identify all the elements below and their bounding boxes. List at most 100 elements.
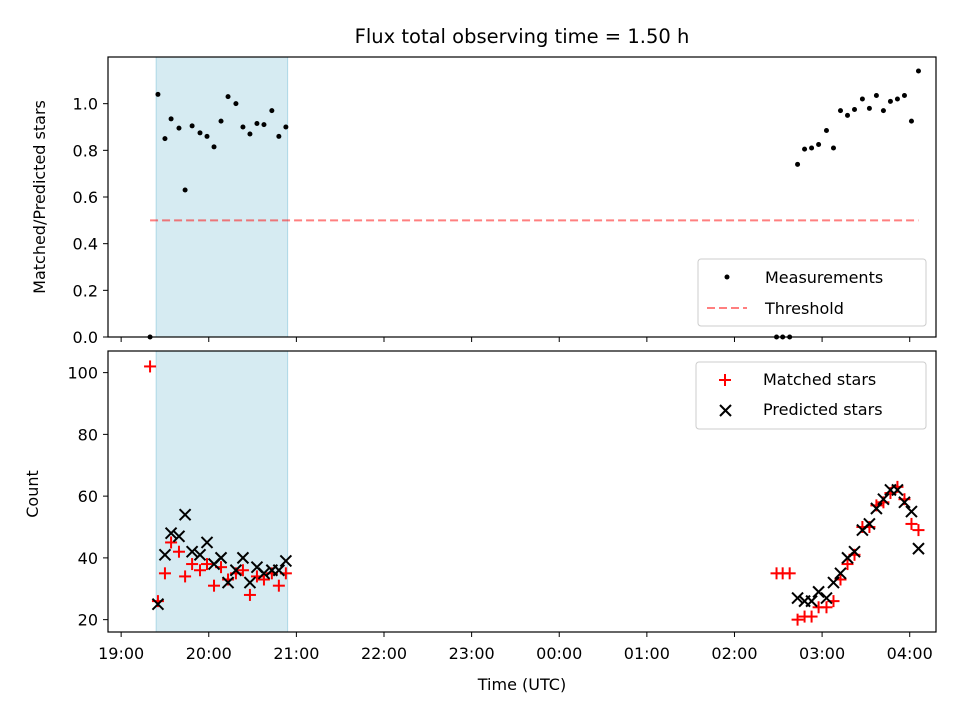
predicted-star-point — [834, 567, 847, 580]
predicted-star-point — [827, 576, 840, 589]
predicted-star-point — [912, 542, 925, 555]
x-tick-label: 23:00 — [449, 644, 495, 663]
legend-threshold-label: Threshold — [764, 299, 844, 318]
observing-window-shade — [155, 350, 289, 633]
y-tick-label: 0.8 — [73, 141, 98, 160]
measurement-point — [283, 124, 289, 130]
predicted-star-point — [257, 567, 271, 580]
measurement-point — [816, 142, 822, 147]
measurement-point — [866, 105, 872, 111]
matched-star-point — [791, 613, 804, 626]
measurement-point — [176, 125, 182, 131]
measurement-point — [204, 133, 210, 139]
measurement-point — [240, 124, 246, 130]
y-tick-label: 40 — [78, 549, 98, 568]
top-legend-frame — [697, 258, 927, 327]
matched-star-point — [186, 558, 199, 571]
measurement-point — [908, 118, 914, 124]
top-panel-y-label: Matched/Predicted stars — [30, 100, 49, 294]
predicted-star-point — [791, 591, 804, 605]
measurement-point — [197, 130, 203, 136]
predicted-star-point — [898, 496, 911, 509]
matched-star-point — [208, 579, 221, 592]
predicted-star-point — [905, 505, 918, 518]
x-axis-label: Time (UTC) — [477, 675, 566, 694]
predicted-star-point — [877, 493, 890, 506]
x-tick-label: 19:00 — [98, 644, 144, 663]
measurement-point — [859, 96, 865, 102]
y-tick-label: 0.0 — [73, 328, 98, 347]
measurement-point — [852, 107, 858, 112]
legend-measurements-marker — [724, 274, 730, 280]
matched-star-point — [841, 558, 854, 571]
matched-star-point — [179, 570, 192, 583]
measurement-point — [168, 116, 174, 122]
predicted-star-point — [243, 576, 257, 589]
measurement-point — [254, 121, 260, 126]
measurement-point — [837, 108, 843, 114]
measurement-point — [269, 108, 275, 114]
predicted-star-point — [158, 548, 172, 562]
predicted-star-point — [870, 502, 883, 515]
measurement-point — [887, 98, 893, 104]
matched-star-point — [236, 564, 249, 577]
measurement-point — [182, 187, 188, 193]
y-tick-label: 1.0 — [73, 95, 98, 114]
y-tick-label: 0.6 — [73, 188, 98, 207]
predicted-star-point — [863, 517, 876, 531]
measurement-point — [233, 101, 239, 107]
matched-star-point — [257, 573, 270, 586]
y-tick-label: 100 — [67, 364, 98, 383]
predicted-star-point — [236, 551, 250, 565]
matched-star-point — [820, 601, 833, 614]
y-tick-label: 80 — [78, 425, 98, 444]
legend-matched-marker — [719, 374, 731, 386]
matched-star-point — [201, 558, 214, 571]
measurement-point — [276, 133, 282, 139]
matched-star-point — [912, 524, 925, 537]
matched-star-point — [165, 536, 178, 549]
matched-star-point — [243, 588, 256, 601]
measurement-point — [162, 136, 168, 142]
measurement-point — [823, 128, 829, 133]
matched-star-point — [172, 545, 185, 558]
measurement-point — [189, 123, 195, 129]
predicted-star-point — [185, 545, 199, 558]
predicted-star-point — [221, 576, 235, 589]
predicted-star-point — [805, 594, 818, 608]
x-tick-label: 02:00 — [711, 644, 757, 663]
measurement-point — [795, 161, 801, 167]
measurement-point — [218, 118, 224, 124]
predicted-star-point — [848, 545, 861, 558]
measurement-point — [830, 145, 836, 151]
matched-star-point — [805, 610, 818, 623]
predicted-star-point — [178, 508, 192, 521]
measurement-point — [225, 94, 231, 100]
predicted-star-point — [891, 483, 904, 497]
x-tick-label: 03:00 — [799, 644, 845, 663]
bottom-panel: 20 40 60 80 100 19:00 20:00 21:00 22:00 23:00 00:… — [23, 350, 937, 694]
matched-star-point — [783, 567, 796, 580]
top-panel-legend: Measurements Threshold — [697, 258, 927, 327]
bottom-panel-legend: Matched stars Predicted stars — [695, 361, 927, 430]
measurement-point — [802, 146, 808, 152]
y-tick-label: 0.2 — [73, 281, 98, 300]
measurement-point — [211, 144, 217, 150]
measurement-point — [880, 108, 886, 114]
predicted-star-point — [200, 536, 214, 549]
measurement-point — [873, 93, 879, 98]
bottom-legend-frame — [695, 361, 927, 430]
observing-window-shade — [155, 56, 289, 338]
y-tick-label: 20 — [78, 611, 98, 630]
measurement-point — [261, 122, 267, 128]
predicted-star-point — [164, 526, 178, 540]
x-tick-label: 20:00 — [186, 644, 232, 663]
chart-title: Flux total observing time = 1.50 h — [355, 25, 690, 48]
measurement-point — [809, 145, 815, 151]
measurement-point — [155, 91, 161, 97]
bottom-panel-y-label: Count — [23, 470, 42, 518]
predicted-star-point — [172, 530, 186, 543]
measurement-point — [894, 96, 900, 102]
matched-star-point — [272, 579, 285, 592]
matched-star-point — [194, 564, 206, 577]
